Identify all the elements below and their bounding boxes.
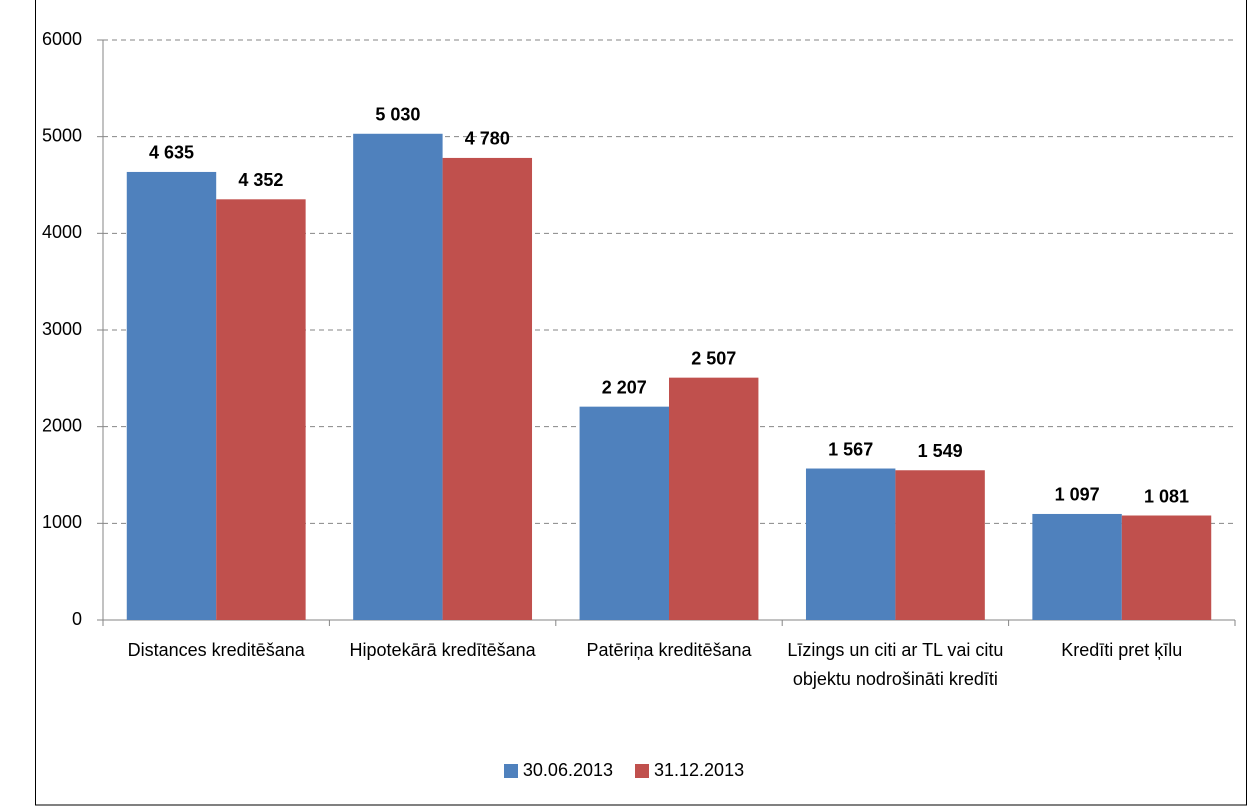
value-label: 4 635 [149, 143, 194, 163]
x-tick-label: Distances kreditēšana [127, 640, 305, 660]
bar [895, 470, 985, 620]
value-label: 1 097 [1055, 485, 1100, 505]
legend-item: 30.06.2013 [503, 760, 613, 781]
value-label: 1 549 [918, 441, 963, 461]
bar [216, 199, 306, 620]
legend-swatch [635, 763, 649, 778]
legend-swatch [503, 763, 518, 778]
y-tick-label: 3000 [42, 319, 82, 339]
bar [353, 133, 443, 620]
value-label: 2 507 [691, 348, 736, 368]
bar [579, 406, 669, 620]
bar [442, 157, 533, 620]
chart-border [35, 0, 1247, 806]
legend-item: 31.12.2013 [635, 760, 744, 781]
x-tick-label: Patēriņa kreditēšana [586, 640, 752, 660]
value-label: 4 780 [465, 129, 510, 149]
bar [805, 468, 896, 620]
y-tick-label: 0 [72, 609, 82, 629]
x-tick-label: Hipotekārā kredītēšana [349, 640, 536, 660]
y-tick-label: 1000 [42, 512, 82, 532]
y-tick-label: 4000 [42, 222, 82, 242]
y-tick-label: 2000 [42, 415, 82, 435]
value-label: 1 081 [1144, 486, 1189, 506]
legend-label: 31.12.2013 [654, 760, 745, 780]
bar [1121, 515, 1212, 620]
legend: 30.06.2013 31.12.2013 [0, 760, 1248, 781]
bar [1032, 513, 1122, 620]
value-label: 4 352 [238, 170, 283, 190]
value-label: 5 030 [375, 105, 420, 125]
value-label: 1 567 [828, 439, 873, 459]
x-tick-label: Kredīti pret ķīlu [1061, 640, 1183, 660]
bar [669, 377, 759, 620]
legend-label: 30.06.2013 [522, 760, 613, 780]
y-tick-label: 5000 [42, 125, 82, 145]
value-label: 2 207 [602, 377, 647, 397]
bar [126, 171, 217, 620]
x-tick-label: Līzings un citi ar TL vai citu objektu n… [787, 640, 1004, 689]
y-tick-label: 6000 [42, 29, 82, 49]
